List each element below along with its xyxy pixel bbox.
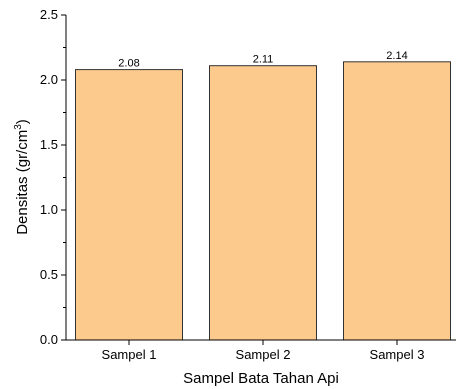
y-tick-label: 1.0 xyxy=(40,202,58,217)
x-tick-label: Sampel 3 xyxy=(370,347,425,362)
y-axis-title-sup: 3 xyxy=(13,124,24,130)
x-axis-title: Sampel Bata Tahan Api xyxy=(183,370,339,387)
data-labels-group: 2.08 2.11 2.14 xyxy=(118,50,407,70)
bar-3 xyxy=(343,61,451,341)
y-axis: 0.0 0.5 1.0 1.5 2.0 2.5 xyxy=(40,7,67,347)
y-axis-title: Densitas (gr/cm3) xyxy=(13,119,31,235)
data-label-3: 2.14 xyxy=(386,50,407,62)
y-tick-label: 2.0 xyxy=(40,72,58,87)
data-label-1: 2.08 xyxy=(118,58,139,70)
y-tick-label: 0.5 xyxy=(40,267,58,282)
x-tick-label: Sampel 2 xyxy=(236,347,291,362)
x-tick-label: Sampel 1 xyxy=(102,347,157,362)
y-axis-title-close: ) xyxy=(14,119,31,124)
y-tick-label: 2.5 xyxy=(40,7,58,22)
data-label-2: 2.11 xyxy=(253,54,274,66)
y-axis-title-base: Densitas (gr/cm xyxy=(14,130,31,235)
bars-group xyxy=(75,61,451,341)
bar-1 xyxy=(75,69,183,341)
bar-2 xyxy=(209,65,317,341)
x-axis: Sampel 1 Sampel 2 Sampel 3 xyxy=(66,339,456,362)
y-tick-label: 1.5 xyxy=(40,137,58,152)
y-tick-label: 0.0 xyxy=(40,332,58,347)
